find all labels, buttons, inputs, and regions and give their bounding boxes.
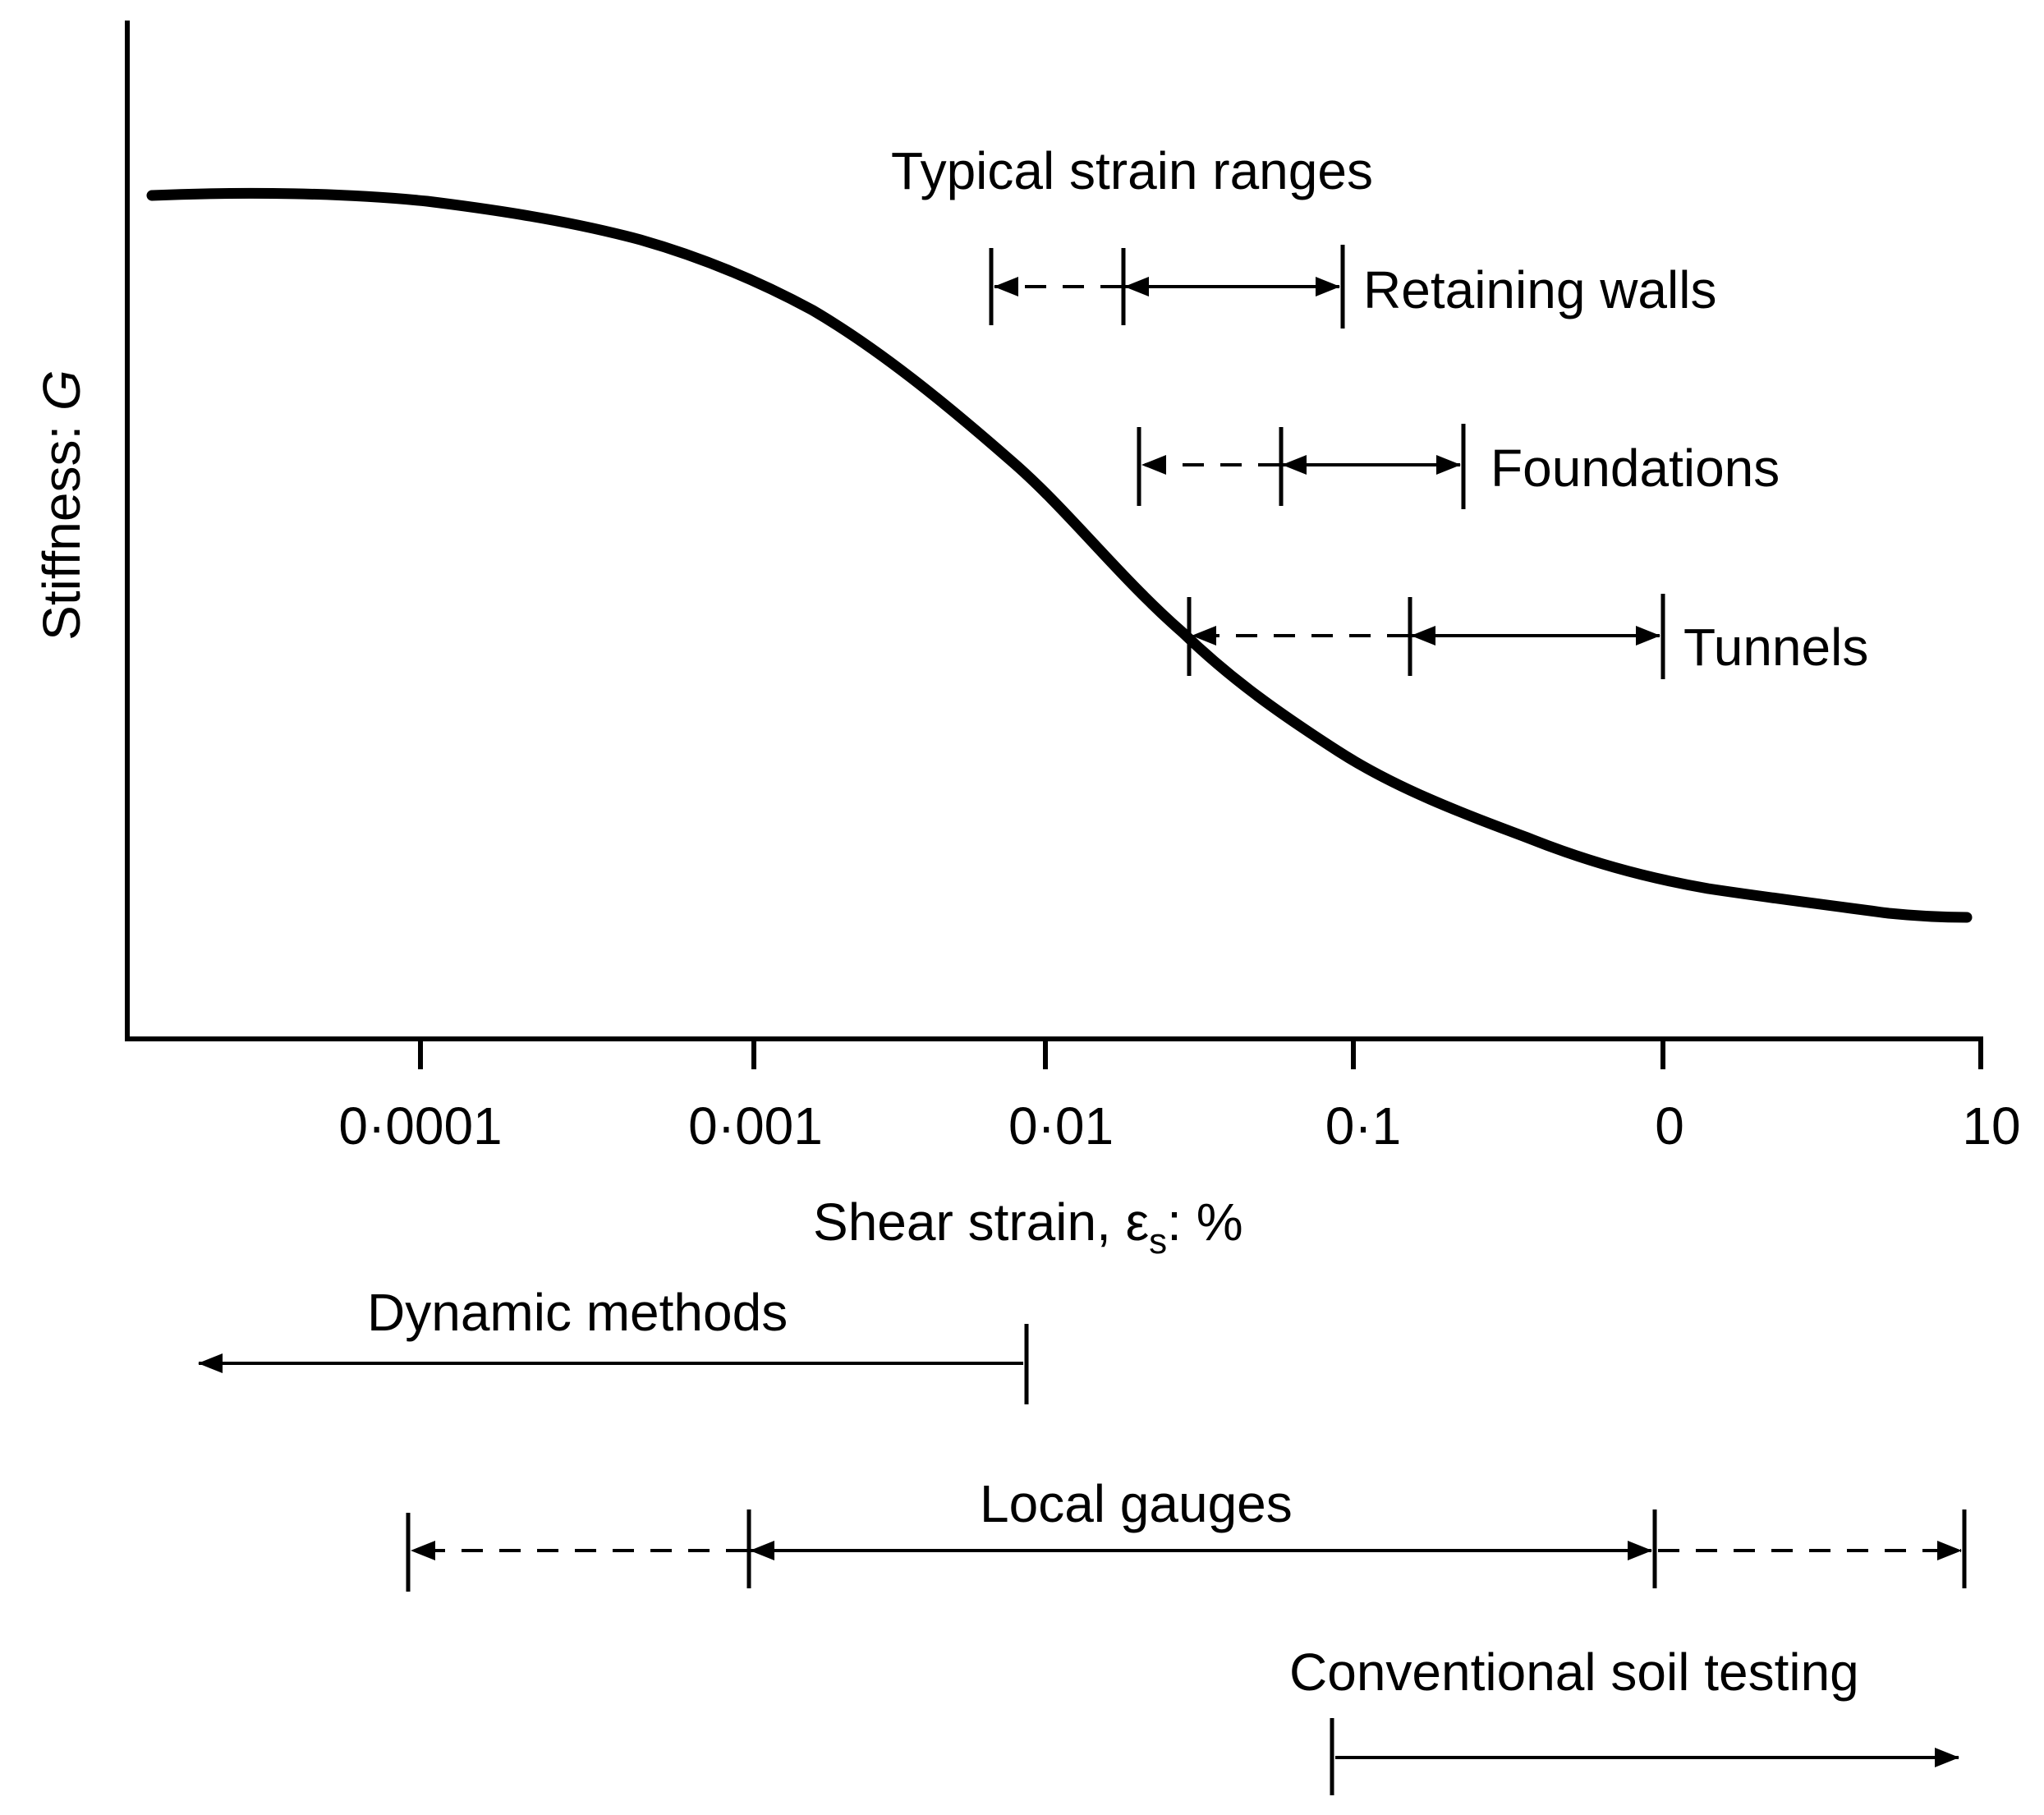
x-tick-label-5: 0 — [1655, 1096, 1684, 1156]
x-tick-label-4: 0·1 — [1325, 1096, 1402, 1156]
x-axis-label-suffix: : % — [1167, 1192, 1242, 1252]
range-foundations: Foundations — [1137, 424, 1780, 509]
y-axis-symbol: G — [32, 370, 91, 411]
x-axis-label: Shear strain, εs: % — [813, 1192, 1243, 1261]
retaining-walls-label: Retaining walls — [1363, 260, 1716, 319]
x-tick-label-1: 0·0001 — [338, 1096, 502, 1156]
x-axis-label-prefix: Shear strain, ε — [813, 1192, 1149, 1252]
x-tick-label-6: 10 — [1962, 1096, 2020, 1156]
local-gauges-label: Local gauges — [980, 1474, 1293, 1533]
method-dynamic: Dynamic methods — [198, 1283, 1029, 1404]
x-tick-label-2: 0·001 — [688, 1096, 823, 1156]
x-axis-label-subscript: s — [1149, 1221, 1167, 1261]
y-axis-label: Stiffness: G — [32, 370, 91, 641]
method-conventional-soil-testing: Conventional soil testing — [1289, 1643, 1959, 1795]
tunnels-label: Tunnels — [1683, 618, 1868, 677]
conventional-soil-testing-label: Conventional soil testing — [1289, 1643, 1859, 1702]
range-retaining-walls: Retaining walls — [989, 245, 1716, 329]
dynamic-methods-label: Dynamic methods — [367, 1283, 788, 1342]
stiffness-curve — [146, 187, 1973, 923]
range-tunnels: Tunnels — [1187, 594, 1868, 679]
foundations-label: Foundations — [1491, 439, 1780, 498]
x-tick-label-3: 0·01 — [1008, 1096, 1114, 1156]
strain-ranges-title: Typical strain ranges — [891, 141, 1373, 200]
method-local-gauges: Local gauges — [406, 1474, 1967, 1592]
y-axis-label-text: Stiffness: — [32, 411, 91, 641]
